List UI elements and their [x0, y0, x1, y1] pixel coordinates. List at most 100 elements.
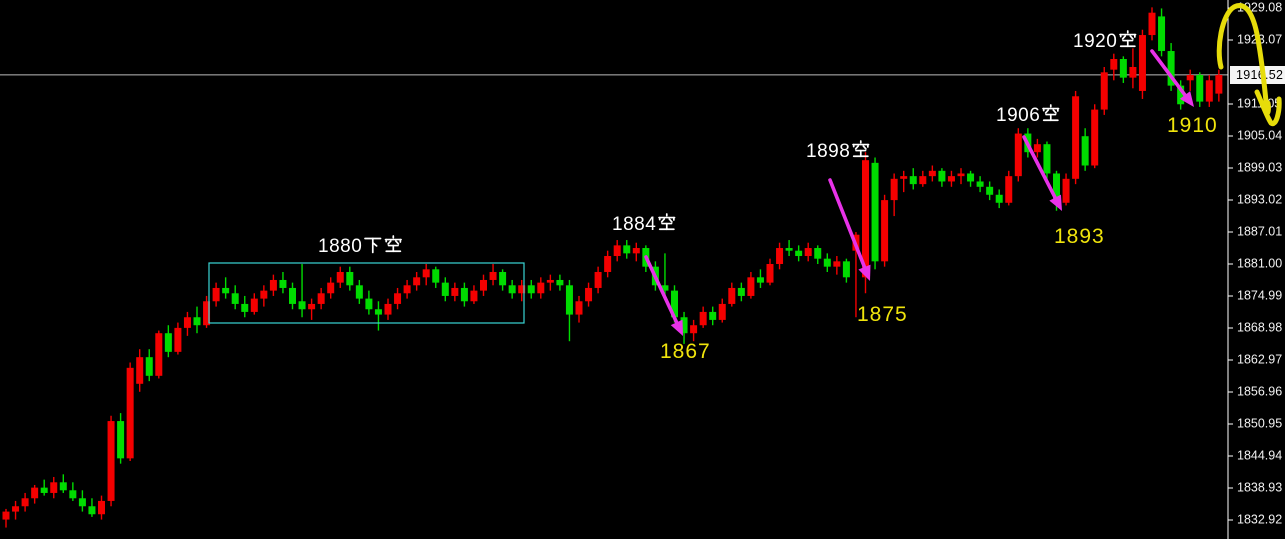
axis-label: 1887.01: [1237, 224, 1282, 238]
up-candle: [260, 285, 268, 307]
down-candle: [231, 285, 239, 310]
down-candle: [737, 282, 745, 302]
down-candle: [1158, 8, 1166, 57]
cjk-glyph: [1119, 30, 1137, 48]
down-candle: [355, 279, 363, 304]
up-candle: [480, 274, 487, 296]
up-candle: [957, 168, 965, 185]
short-annotation[interactable]: 1884 1867: [612, 213, 711, 363]
down-candle: [193, 306, 201, 334]
short-annotation[interactable]: 1920 1910: [1073, 30, 1218, 137]
down-candle: [527, 279, 535, 299]
axis-label: 1856.96: [1237, 384, 1282, 398]
short-annotation[interactable]: 1898 1875: [806, 140, 908, 326]
down-candle: [117, 413, 125, 464]
down-candle: [222, 277, 230, 299]
target-price-text: 1893: [1054, 225, 1105, 248]
up-candle: [107, 415, 115, 507]
axis-label: 1844.94: [1237, 448, 1282, 462]
down-candle: [78, 490, 86, 512]
up-candle: [747, 271, 755, 299]
down-candle: [661, 253, 669, 296]
down-candle: [976, 176, 984, 193]
down-candle: [508, 279, 516, 299]
annotation-text: 1906: [996, 105, 1040, 126]
up-candle: [384, 298, 392, 320]
down-candle: [59, 474, 67, 493]
up-candle: [1091, 104, 1099, 169]
down-candle: [1081, 128, 1089, 171]
down-candle: [346, 266, 354, 291]
up-candle: [1148, 7, 1156, 41]
down-candle: [1119, 56, 1127, 83]
annotation-text: 1880: [318, 236, 362, 257]
annotation-text: 1884: [612, 214, 656, 235]
up-candle: [1005, 170, 1013, 206]
target-price-text: 1867: [660, 340, 711, 363]
up-candle: [632, 242, 640, 262]
up-candle: [1205, 74, 1213, 107]
cjk-glyph: [1042, 104, 1060, 122]
consolidation-box[interactable]: [208, 262, 525, 324]
up-candle: [919, 170, 927, 187]
down-candle: [88, 498, 96, 517]
down-candle: [69, 482, 77, 501]
up-candle: [336, 266, 344, 288]
axis-label: 1899.03: [1237, 160, 1282, 174]
down-candle: [40, 479, 48, 496]
up-candle: [1062, 173, 1070, 206]
up-candle: [613, 240, 621, 262]
down-candle: [785, 240, 793, 257]
down-candle: [909, 168, 917, 190]
up-candle: [126, 362, 134, 462]
up-candle: [928, 165, 936, 182]
down-candle: [365, 290, 373, 315]
short-annotation[interactable]: 1906 1893: [996, 104, 1105, 248]
down-candle: [241, 295, 249, 318]
up-candle: [1014, 128, 1022, 182]
up-candle: [451, 282, 459, 302]
up-candle: [203, 295, 211, 328]
up-candle: [317, 287, 325, 310]
up-candle: [2, 508, 10, 528]
up-candle: [174, 322, 182, 355]
up-candle: [518, 279, 526, 302]
up-candle: [594, 266, 602, 294]
up-candle: [604, 250, 612, 278]
down-candle: [1196, 72, 1204, 107]
down-candle: [1177, 80, 1185, 110]
axis-label: 1911.05: [1237, 96, 1281, 110]
down-candle: [432, 266, 440, 288]
up-candle: [31, 484, 39, 504]
down-candle: [709, 306, 717, 326]
up-candle: [766, 258, 774, 286]
up-candle: [1138, 29, 1146, 99]
down-candle: [298, 264, 306, 318]
down-candle: [986, 181, 994, 201]
annotation-text: 1920: [1073, 31, 1117, 52]
up-candle: [183, 311, 191, 336]
cjk-glyph: [384, 235, 402, 253]
down-candle: [756, 269, 764, 288]
up-candle: [1072, 90, 1080, 185]
down-candle: [289, 282, 296, 310]
up-candle: [489, 264, 497, 286]
up-candle: [1129, 48, 1137, 89]
axis-label: 1905.04: [1237, 128, 1282, 142]
down-candle: [995, 189, 1003, 209]
up-candle: [413, 271, 421, 291]
up-candle: [50, 476, 58, 499]
up-candle: [327, 277, 335, 299]
down-candle: [1167, 43, 1175, 91]
target-price-text: 1875: [857, 303, 908, 326]
axis-label: 1929.08: [1237, 0, 1282, 14]
up-candle: [1033, 138, 1041, 158]
up-candle: [21, 492, 29, 512]
down-candle: [441, 277, 449, 302]
axis-label: 1862.97: [1237, 352, 1282, 366]
current-price-box: 1916.52: [1230, 66, 1285, 84]
down-candle: [938, 168, 946, 187]
up-candle: [804, 242, 812, 262]
